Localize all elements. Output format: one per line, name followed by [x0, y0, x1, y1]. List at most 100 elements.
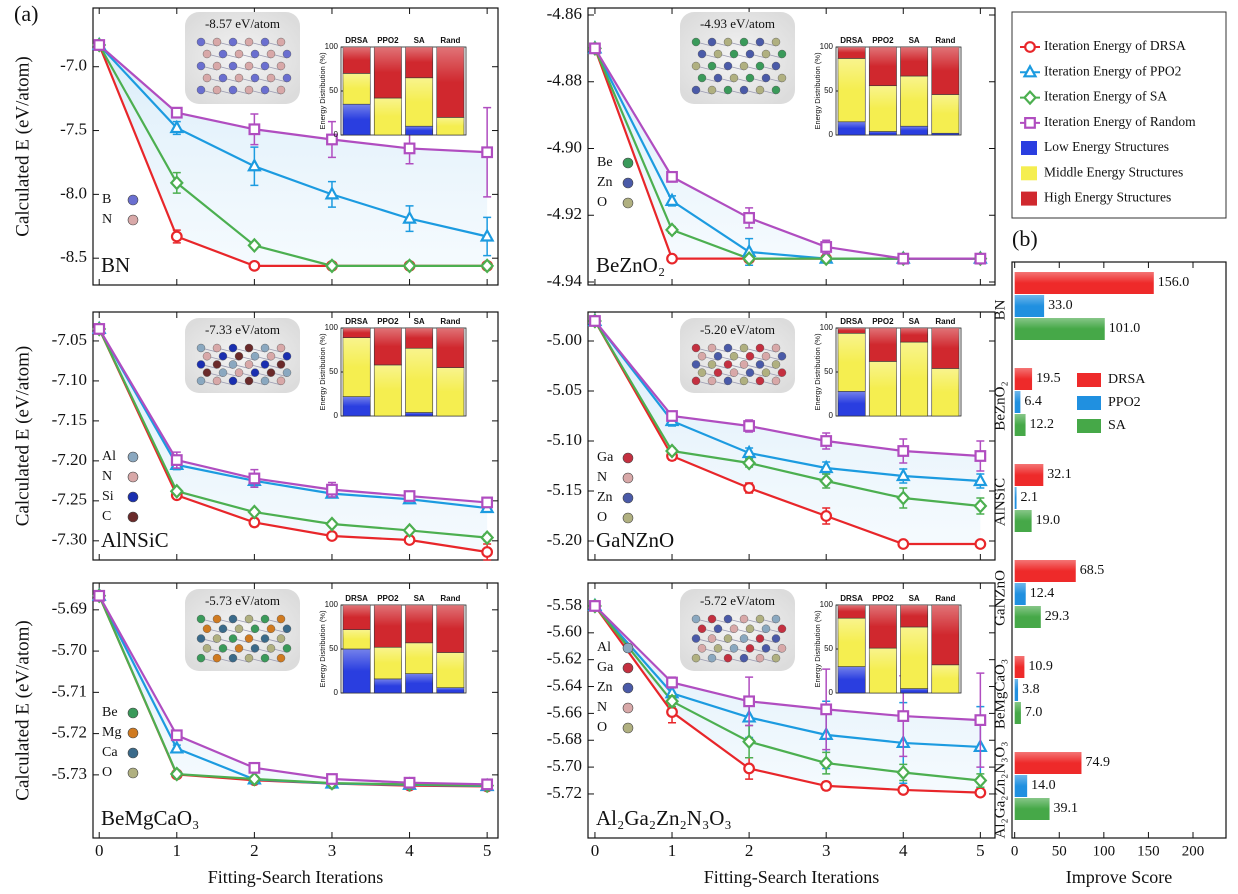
shaded-area — [594, 605, 981, 793]
marker — [666, 252, 678, 265]
bar-shine — [900, 47, 928, 62]
y-tick-label: -4.90 — [547, 137, 582, 156]
crystal-atom — [745, 73, 755, 83]
inset-y-tick-label: 50 — [824, 644, 833, 653]
bar-shine — [869, 361, 897, 389]
bar-shine — [1014, 295, 1045, 306]
crystal-atom — [691, 634, 701, 643]
bar-shine — [1014, 487, 1017, 498]
crystal-atom — [761, 624, 771, 633]
marker — [974, 450, 987, 462]
crystal-atom — [707, 360, 717, 369]
crystal-atom — [276, 634, 286, 643]
inset-category-label: SA — [909, 317, 920, 326]
bar-shine — [869, 605, 897, 627]
bar-shine — [900, 76, 928, 102]
bar-shine — [900, 605, 928, 616]
x-tick-label: 200 — [1182, 843, 1205, 859]
crystal-atom — [739, 634, 749, 643]
plot-frame — [92, 582, 499, 839]
marker — [666, 170, 678, 183]
marker — [169, 175, 184, 191]
bar-shine — [1014, 560, 1076, 571]
element-label: Mg — [102, 725, 121, 740]
marker — [820, 510, 833, 522]
marker — [897, 538, 910, 550]
crystal-atom — [739, 614, 749, 624]
panel-label: (a) — [14, 1, 38, 26]
bar-shine — [436, 47, 464, 83]
crystal-atom — [196, 634, 206, 643]
element-label: Zn — [597, 175, 613, 190]
series-line — [98, 595, 488, 787]
inset-category-label: SA — [414, 36, 425, 45]
marker — [974, 786, 987, 799]
marker — [326, 773, 338, 785]
inset-y-label: Energy Distribution (%) — [318, 52, 327, 130]
bar-shine — [1014, 368, 1033, 379]
marker — [248, 472, 261, 485]
bar-shine — [374, 98, 402, 117]
inset-category-label: Rand — [440, 594, 460, 603]
crystal-atom — [244, 376, 254, 386]
marker — [666, 676, 678, 689]
crystal-atom — [228, 85, 238, 95]
value-label: 19.5 — [1036, 371, 1061, 386]
element-swatch — [622, 642, 634, 654]
element-swatch — [127, 491, 139, 503]
crystal-atom — [276, 614, 286, 624]
marker — [248, 761, 261, 774]
crystal-atom — [723, 37, 733, 47]
marker — [973, 498, 988, 514]
value-label: 68.5 — [1080, 563, 1105, 578]
inset-category-label: PPO2 — [377, 317, 399, 326]
x-tick-label: 150 — [1137, 843, 1160, 859]
crystal-atom — [196, 37, 206, 47]
marker — [743, 420, 756, 432]
series-line — [98, 44, 488, 238]
x-tick-label: 0 — [95, 841, 104, 860]
marker — [248, 259, 261, 272]
legend-label: Iteration Energy of SA — [1044, 89, 1167, 104]
value-label: 12.2 — [1030, 417, 1055, 432]
crystal-atom — [771, 343, 781, 353]
marker — [169, 766, 184, 782]
crystal-atom — [282, 368, 292, 377]
bar-shine — [931, 328, 959, 349]
crystal-atom — [250, 644, 260, 653]
element-swatch — [622, 682, 634, 694]
marker — [896, 490, 911, 506]
crystal-atom — [691, 614, 701, 624]
value-label: 14.0 — [1031, 778, 1056, 793]
crystal-atom — [707, 343, 717, 353]
element-label: Be — [597, 155, 613, 170]
marker — [481, 146, 494, 159]
marker — [665, 693, 680, 709]
crystal-atom — [202, 624, 212, 633]
crystal-atom — [218, 49, 228, 59]
shaded-area — [99, 45, 488, 266]
marker — [743, 695, 756, 708]
inset-category-label: DRSA — [345, 594, 368, 603]
series-line — [594, 320, 981, 483]
bar-shine — [405, 673, 433, 684]
crystal-atom — [723, 376, 733, 386]
marker — [170, 106, 183, 119]
element-swatch — [127, 727, 139, 739]
crystal-atom — [250, 73, 260, 83]
value-label: 6.4 — [1024, 394, 1042, 409]
panel-name: GaNZnO — [596, 528, 674, 552]
bar-shine — [374, 647, 402, 664]
crystal-atom — [697, 73, 707, 83]
crystal-atom — [723, 360, 733, 369]
crystal-atom — [260, 37, 270, 47]
crystal-atom — [713, 73, 723, 83]
bar-shine — [436, 117, 464, 127]
bar-shine — [931, 94, 959, 114]
series-line — [593, 320, 981, 546]
inset-category-label: Rand — [935, 594, 955, 603]
y-tick-label: -7.20 — [52, 450, 87, 469]
y-tick-label: -5.70 — [547, 756, 582, 775]
bar-shine — [900, 627, 928, 658]
element-swatch — [622, 722, 634, 734]
